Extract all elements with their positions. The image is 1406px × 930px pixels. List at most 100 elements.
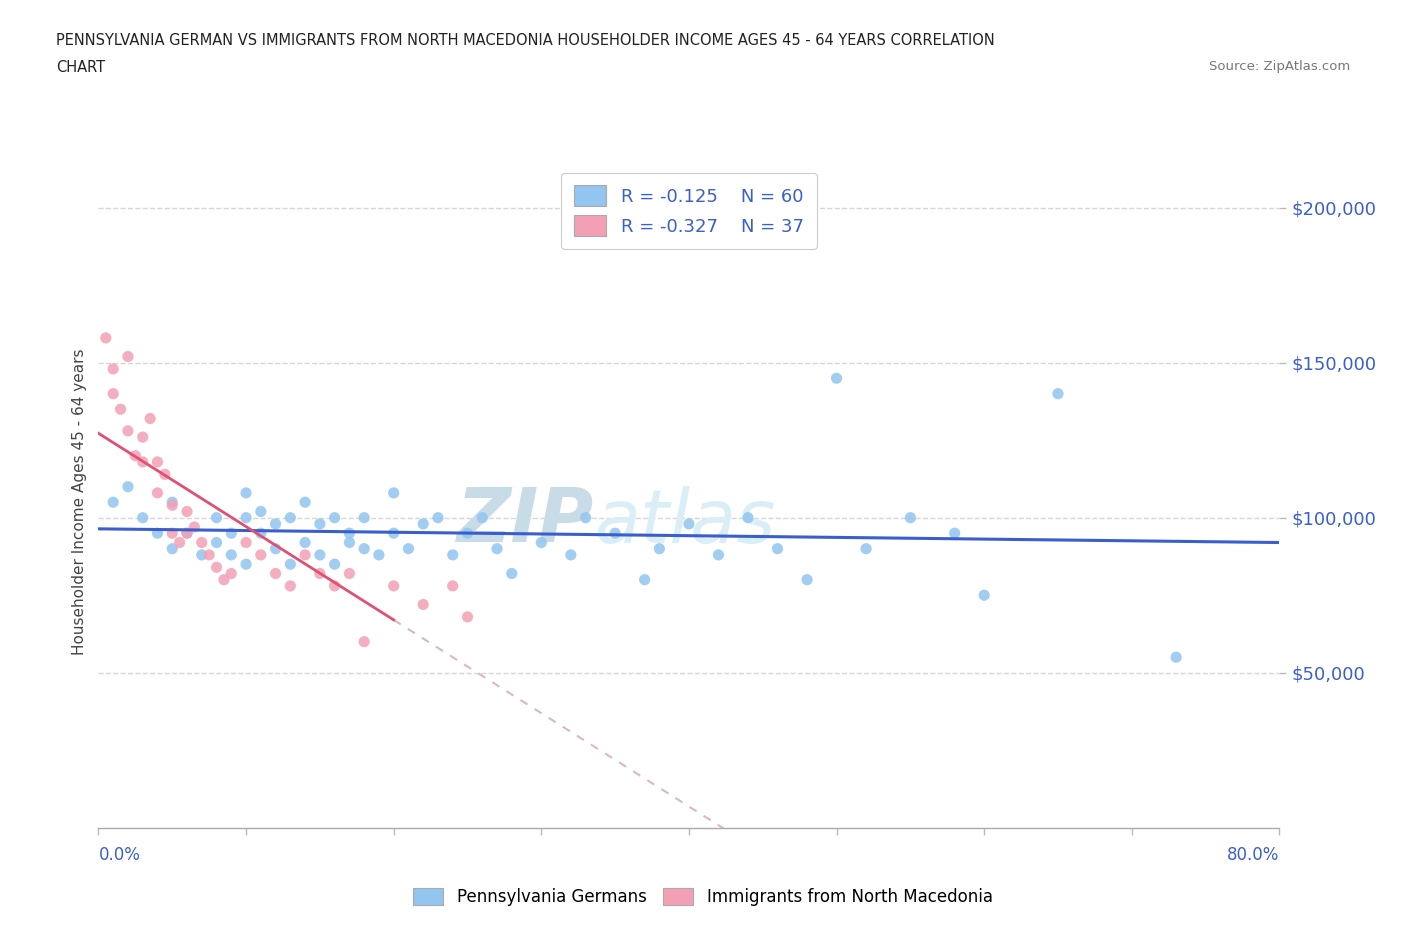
Point xyxy=(278,557,302,572)
Point xyxy=(855,541,877,556)
Text: CHART: CHART xyxy=(56,60,105,75)
Point xyxy=(191,535,214,550)
Point xyxy=(146,455,169,470)
Point xyxy=(117,423,139,438)
Point xyxy=(176,525,198,540)
Point xyxy=(162,495,183,510)
Point xyxy=(412,516,434,531)
Text: atlas: atlas xyxy=(595,485,776,558)
Text: 80.0%: 80.0% xyxy=(1227,846,1279,864)
Point xyxy=(412,597,434,612)
Point xyxy=(382,485,405,500)
Point xyxy=(309,566,332,581)
Point xyxy=(146,525,169,540)
Point xyxy=(235,535,257,550)
Point xyxy=(162,498,183,512)
Point xyxy=(382,578,405,593)
Point xyxy=(139,411,162,426)
Point xyxy=(396,541,419,556)
Point xyxy=(648,541,671,556)
Point xyxy=(153,467,176,482)
Point xyxy=(162,541,183,556)
Point xyxy=(219,566,243,581)
Point xyxy=(117,349,139,364)
Point xyxy=(205,535,228,550)
Point xyxy=(205,511,228,525)
Point xyxy=(353,541,375,556)
Point xyxy=(294,535,316,550)
Point xyxy=(530,535,553,550)
Point xyxy=(264,516,287,531)
Text: ZIP: ZIP xyxy=(457,485,595,558)
Point xyxy=(176,504,198,519)
Point xyxy=(162,525,183,540)
Point xyxy=(205,560,228,575)
Point xyxy=(337,535,360,550)
Point xyxy=(219,525,243,540)
Point xyxy=(368,548,391,563)
Point xyxy=(191,548,214,563)
Point xyxy=(501,566,523,581)
Point xyxy=(737,511,759,525)
Point xyxy=(486,541,509,556)
Point xyxy=(250,525,273,540)
Point xyxy=(337,525,360,540)
Point xyxy=(278,578,302,593)
Point xyxy=(825,371,848,386)
Point xyxy=(110,402,132,417)
Point xyxy=(353,511,375,525)
Point xyxy=(294,495,316,510)
Point xyxy=(943,525,966,540)
Legend: R = -0.125    N = 60, R = -0.327    N = 37: R = -0.125 N = 60, R = -0.327 N = 37 xyxy=(561,173,817,248)
Point xyxy=(278,511,302,525)
Point xyxy=(471,511,494,525)
Point xyxy=(103,495,125,510)
Point xyxy=(132,430,155,445)
Point xyxy=(235,557,257,572)
Point xyxy=(94,330,117,345)
Point xyxy=(309,516,332,531)
Point xyxy=(560,548,582,563)
Point xyxy=(323,557,346,572)
Point xyxy=(250,504,273,519)
Point xyxy=(132,455,155,470)
Text: PENNSYLVANIA GERMAN VS IMMIGRANTS FROM NORTH MACEDONIA HOUSEHOLDER INCOME AGES 4: PENNSYLVANIA GERMAN VS IMMIGRANTS FROM N… xyxy=(56,33,995,47)
Text: 0.0%: 0.0% xyxy=(98,846,141,864)
Point xyxy=(796,572,818,587)
Point xyxy=(766,541,789,556)
Point xyxy=(198,548,221,563)
Point xyxy=(117,479,139,494)
Point xyxy=(235,511,257,525)
Point xyxy=(633,572,655,587)
Point xyxy=(294,548,316,563)
Point xyxy=(456,525,478,540)
Point xyxy=(264,541,287,556)
Point xyxy=(678,516,700,531)
Point xyxy=(900,511,922,525)
Y-axis label: Householder Income Ages 45 - 64 years: Householder Income Ages 45 - 64 years xyxy=(72,349,87,656)
Point xyxy=(605,525,627,540)
Point xyxy=(323,511,346,525)
Point xyxy=(250,548,273,563)
Point xyxy=(1164,650,1187,665)
Point xyxy=(103,386,125,401)
Text: Source: ZipAtlas.com: Source: ZipAtlas.com xyxy=(1209,60,1350,73)
Point xyxy=(707,548,730,563)
Point xyxy=(176,525,198,540)
Point xyxy=(973,588,995,603)
Point xyxy=(309,548,332,563)
Point xyxy=(132,511,155,525)
Point xyxy=(235,485,257,500)
Point xyxy=(353,634,375,649)
Point xyxy=(146,485,169,500)
Point xyxy=(124,448,146,463)
Legend: Pennsylvania Germans, Immigrants from North Macedonia: Pennsylvania Germans, Immigrants from No… xyxy=(406,881,1000,912)
Point xyxy=(427,511,450,525)
Point xyxy=(574,511,596,525)
Point xyxy=(1046,386,1069,401)
Point xyxy=(212,572,235,587)
Point xyxy=(183,520,205,535)
Point xyxy=(323,578,346,593)
Point xyxy=(103,362,125,377)
Point xyxy=(441,578,464,593)
